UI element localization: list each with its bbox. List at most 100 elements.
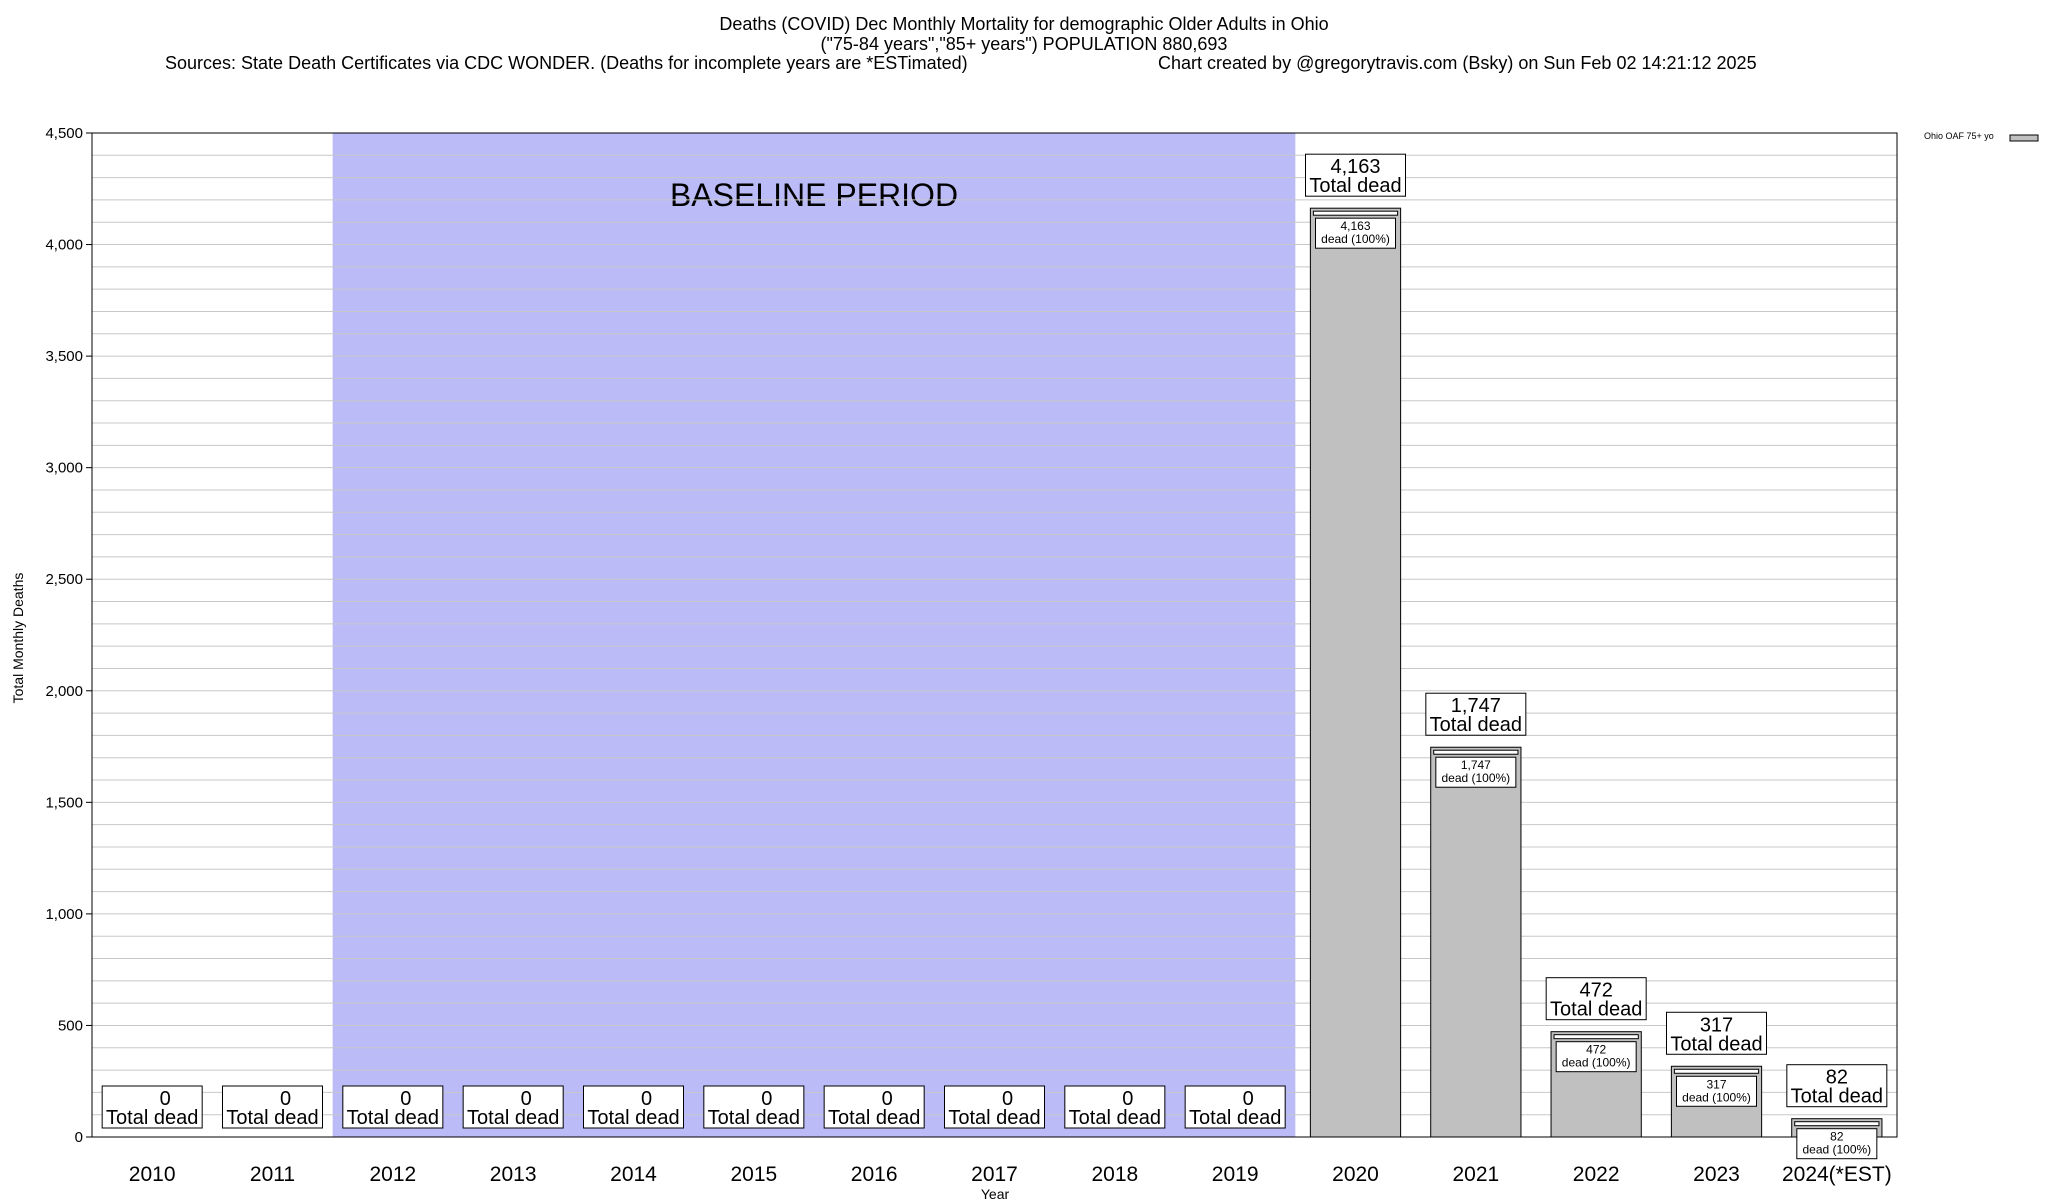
- x-tick-label: 2012: [369, 1163, 416, 1186]
- bar-total-label-box: [1184, 1085, 1286, 1129]
- bar-total-value: 0: [280, 1088, 291, 1110]
- bar-total-suffix: Total dead: [828, 1107, 920, 1129]
- x-tick-label: 2021: [1452, 1163, 1499, 1186]
- bar: [1430, 746, 1522, 1138]
- x-tick-label: 2015: [730, 1163, 777, 1186]
- bar-total-value: 472: [1579, 980, 1612, 1002]
- bar-total-suffix: Total dead: [226, 1107, 318, 1129]
- bar-total-value: 82: [1826, 1067, 1848, 1089]
- bar-inner-value: 1,747: [1461, 758, 1491, 772]
- bar-total-suffix: Total dead: [1670, 1033, 1762, 1055]
- bar-inner-value: 317: [1706, 1077, 1726, 1091]
- bar-total-suffix: Total dead: [1430, 714, 1522, 736]
- bar-total-label-box: [823, 1085, 925, 1129]
- bar-inner-suffix: dead (100%): [1562, 1056, 1631, 1070]
- bar-inner-suffix: dead (100%): [1321, 232, 1390, 246]
- bar-total-label-box: [462, 1085, 564, 1129]
- bar-total-suffix: Total dead: [467, 1107, 559, 1129]
- x-tick-label: 2011: [250, 1163, 295, 1186]
- bar-total-suffix: Total dead: [106, 1107, 198, 1129]
- x-tick-label: 2010: [129, 1163, 176, 1186]
- bar: [1309, 207, 1402, 1138]
- bar-total-value: 0: [400, 1088, 411, 1110]
- y-tick-label: 500: [58, 1017, 83, 1034]
- bar-total-label-box: [342, 1085, 444, 1129]
- y-tick-label: 3,000: [45, 460, 83, 477]
- bar-total-value: 0: [160, 1088, 171, 1110]
- bar-total-label-box: [1305, 153, 1406, 197]
- x-tick-label: 2020: [1332, 1163, 1379, 1186]
- baseline-period-shade: [332, 133, 1296, 1137]
- bar-total-value: 4,163: [1330, 156, 1380, 178]
- y-tick-label: 1,000: [45, 906, 83, 923]
- bar-total-label-box: [1786, 1064, 1888, 1108]
- x-tick-label: 2018: [1091, 1163, 1138, 1186]
- baseline-period-label: BASELINE PERIOD: [670, 177, 958, 213]
- bar-total-label-box: [222, 1085, 323, 1129]
- bar-cap: [1794, 1121, 1880, 1127]
- bar-inner-label-box: [1555, 1041, 1637, 1073]
- chart-sources: Sources: State Death Certificates via CD…: [165, 53, 968, 73]
- bar-total-suffix: Total dead: [1189, 1107, 1281, 1129]
- chart-title-line2: ("75-84 years","85+ years") POPULATION 8…: [820, 34, 1228, 54]
- legend-label: Ohio OAF 75+ yo: [1924, 131, 1994, 141]
- bar-cap: [1673, 1068, 1760, 1074]
- bar-total-value: 0: [1122, 1088, 1133, 1110]
- bar-total-value: 0: [761, 1088, 772, 1110]
- plot-frame: [91, 132, 1898, 1138]
- bar-total-suffix: Total dead: [1791, 1086, 1883, 1108]
- x-tick-label: 2014: [610, 1163, 657, 1186]
- bar-total-suffix: Total dead: [1309, 175, 1401, 197]
- y-tick-label: 3,500: [45, 348, 83, 365]
- bar-total-suffix: Total dead: [1550, 999, 1642, 1021]
- chart-credit: Chart created by @gregorytravis.com (Bsk…: [1158, 53, 1757, 73]
- bar-cap: [1433, 749, 1519, 755]
- x-axis-label: Year: [980, 1186, 1010, 1202]
- bar-total-label-box: [1666, 1011, 1767, 1055]
- x-tick-label: 2016: [851, 1163, 898, 1186]
- bar-total-suffix: Total dead: [948, 1107, 1040, 1129]
- y-tick-label: 1,500: [45, 794, 83, 811]
- bar-total-suffix: Total dead: [1069, 1107, 1161, 1129]
- bar-total-value: 0: [641, 1088, 652, 1110]
- bar-inner-label-box: [1435, 756, 1517, 788]
- y-tick-label: 2,000: [45, 683, 83, 700]
- bar-inner-label-box: [1315, 217, 1396, 249]
- bar-total-label-box: [101, 1085, 203, 1129]
- x-tick-label: 2023: [1693, 1163, 1740, 1186]
- bar-inner-value: 82: [1830, 1130, 1844, 1144]
- bar-total-value: 0: [521, 1088, 532, 1110]
- bar-inner-value: 4,163: [1340, 219, 1370, 233]
- bar-total-value: 0: [1243, 1088, 1254, 1110]
- bar-total-suffix: Total dead: [587, 1107, 679, 1129]
- y-tick-label: 0: [75, 1129, 83, 1146]
- bar-total-label-box: [944, 1085, 1045, 1129]
- bar-total-label-box: [583, 1085, 684, 1129]
- x-tick-label: 2024(*EST): [1782, 1163, 1892, 1186]
- x-tick-label: 2013: [490, 1163, 537, 1186]
- bar-inner-value: 472: [1586, 1043, 1606, 1057]
- y-tick-label: 4,500: [45, 125, 83, 142]
- x-tick-label: 2017: [971, 1163, 1018, 1186]
- bar-total-label-box: [1425, 692, 1527, 736]
- y-tick-label: 4,000: [45, 237, 83, 254]
- x-tick-label: 2022: [1573, 1163, 1620, 1186]
- bar-total-value: 0: [882, 1088, 893, 1110]
- bar-total-label-box: [1064, 1085, 1166, 1129]
- bar-inner-suffix: dead (100%): [1441, 771, 1510, 785]
- bar-inner-label-box: [1796, 1128, 1878, 1160]
- bar-total-label-box: [703, 1085, 805, 1129]
- bar-total-value: 0: [1002, 1088, 1013, 1110]
- bar-inner-suffix: dead (100%): [1682, 1090, 1751, 1104]
- legend-swatch: [2009, 134, 2039, 142]
- bar-total-suffix: Total dead: [708, 1107, 800, 1129]
- bar-inner-label-box: [1676, 1075, 1757, 1107]
- bar-total-value: 1,747: [1451, 695, 1501, 717]
- bar-total-suffix: Total dead: [347, 1107, 439, 1129]
- y-tick-label: 2,500: [45, 571, 83, 588]
- bar-inner-suffix: dead (100%): [1802, 1143, 1871, 1157]
- bar-cap: [1312, 210, 1399, 216]
- bar-cap: [1553, 1034, 1639, 1040]
- chart-title-line1: Deaths (COVID) Dec Monthly Mortality for…: [719, 14, 1329, 34]
